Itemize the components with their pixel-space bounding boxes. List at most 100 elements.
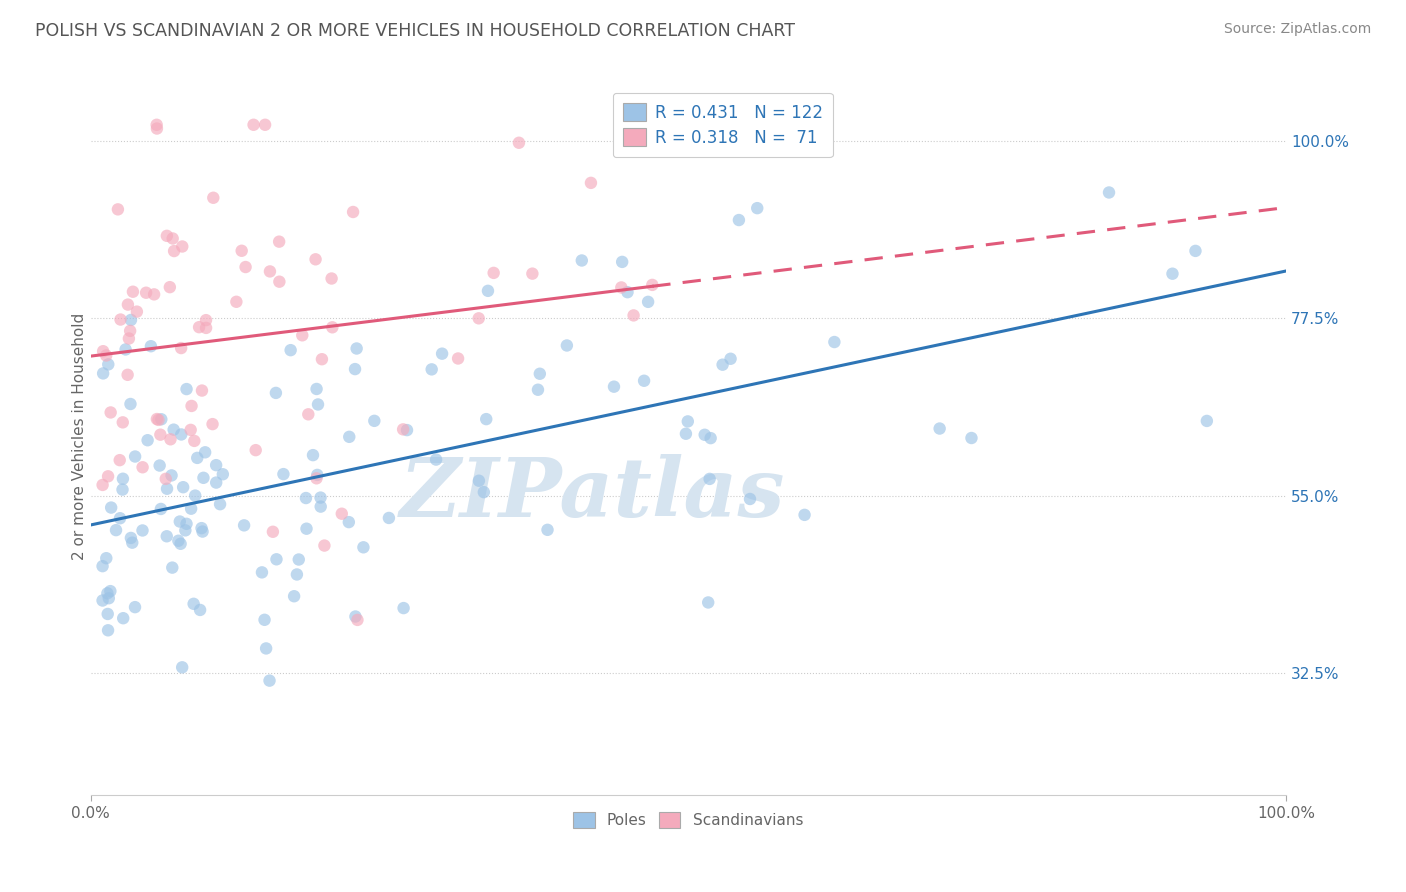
Point: [430, 346, 453, 360]
Point: [254, 641, 277, 656]
Point: [120, 324, 142, 338]
Point: [280, 343, 302, 358]
Point: [262, 524, 284, 539]
Point: [467, 311, 489, 326]
Point: [188, 603, 211, 617]
Point: [699, 472, 721, 486]
Point: [1161, 267, 1184, 281]
Point: [283, 589, 305, 603]
Point: [482, 266, 505, 280]
Point: [697, 595, 720, 609]
Point: [475, 412, 498, 426]
Point: [641, 277, 664, 292]
Point: [146, 121, 169, 136]
Point: [311, 352, 333, 367]
Point: [675, 426, 697, 441]
Point: [468, 474, 491, 488]
Point: [266, 552, 288, 566]
Point: [112, 611, 135, 625]
Point: [392, 601, 415, 615]
Point: [242, 118, 264, 132]
Point: [195, 313, 218, 327]
Point: [447, 351, 470, 366]
Point: [1098, 186, 1121, 200]
Point: [699, 431, 721, 445]
Point: [720, 351, 742, 366]
Point: [342, 205, 364, 219]
Point: [121, 535, 143, 549]
Point: [184, 489, 207, 503]
Point: [155, 472, 177, 486]
Legend: Poles, Scandinavians: Poles, Scandinavians: [567, 805, 810, 834]
Text: POLISH VS SCANDINAVIAN 2 OR MORE VEHICLES IN HOUSEHOLD CORRELATION CHART: POLISH VS SCANDINAVIAN 2 OR MORE VEHICLE…: [35, 22, 796, 40]
Y-axis label: 2 or more Vehicles in Household: 2 or more Vehicles in Household: [72, 313, 87, 560]
Point: [302, 448, 325, 462]
Point: [160, 468, 183, 483]
Point: [135, 285, 157, 300]
Point: [527, 383, 550, 397]
Point: [309, 500, 332, 514]
Point: [180, 501, 202, 516]
Point: [346, 613, 368, 627]
Point: [143, 287, 166, 301]
Point: [163, 423, 186, 437]
Point: [111, 483, 134, 497]
Point: [191, 524, 214, 539]
Point: [120, 531, 142, 545]
Point: [162, 231, 184, 245]
Point: [307, 397, 329, 411]
Point: [108, 453, 131, 467]
Point: [610, 280, 633, 294]
Point: [97, 591, 120, 606]
Point: [91, 593, 114, 607]
Point: [97, 469, 120, 483]
Point: [603, 379, 626, 393]
Point: [156, 482, 179, 496]
Point: [96, 349, 118, 363]
Point: [191, 384, 214, 398]
Point: [150, 412, 173, 426]
Point: [180, 399, 202, 413]
Point: [97, 358, 120, 372]
Point: [91, 367, 114, 381]
Point: [321, 320, 343, 334]
Point: [111, 472, 134, 486]
Point: [1195, 414, 1218, 428]
Point: [190, 521, 212, 535]
Point: [346, 342, 368, 356]
Point: [139, 339, 162, 353]
Point: [321, 271, 343, 285]
Point: [309, 491, 332, 505]
Point: [250, 566, 273, 580]
Point: [305, 382, 328, 396]
Point: [616, 285, 638, 300]
Point: [287, 552, 309, 566]
Point: [170, 427, 193, 442]
Point: [793, 508, 815, 522]
Point: [269, 235, 291, 249]
Point: [91, 559, 114, 574]
Point: [363, 414, 385, 428]
Point: [297, 407, 319, 421]
Point: [108, 511, 131, 525]
Point: [96, 551, 118, 566]
Point: [304, 252, 326, 267]
Point: [633, 374, 655, 388]
Point: [183, 597, 205, 611]
Point: [555, 338, 578, 352]
Text: ZIPatlas: ZIPatlas: [399, 454, 786, 533]
Point: [176, 516, 198, 531]
Point: [264, 385, 287, 400]
Point: [111, 415, 134, 429]
Point: [167, 533, 190, 548]
Point: [295, 491, 318, 505]
Point: [174, 524, 197, 538]
Point: [162, 560, 184, 574]
Point: [235, 260, 257, 274]
Point: [205, 458, 228, 472]
Point: [269, 275, 291, 289]
Point: [352, 541, 374, 555]
Point: [305, 471, 328, 485]
Point: [522, 267, 544, 281]
Point: [183, 434, 205, 448]
